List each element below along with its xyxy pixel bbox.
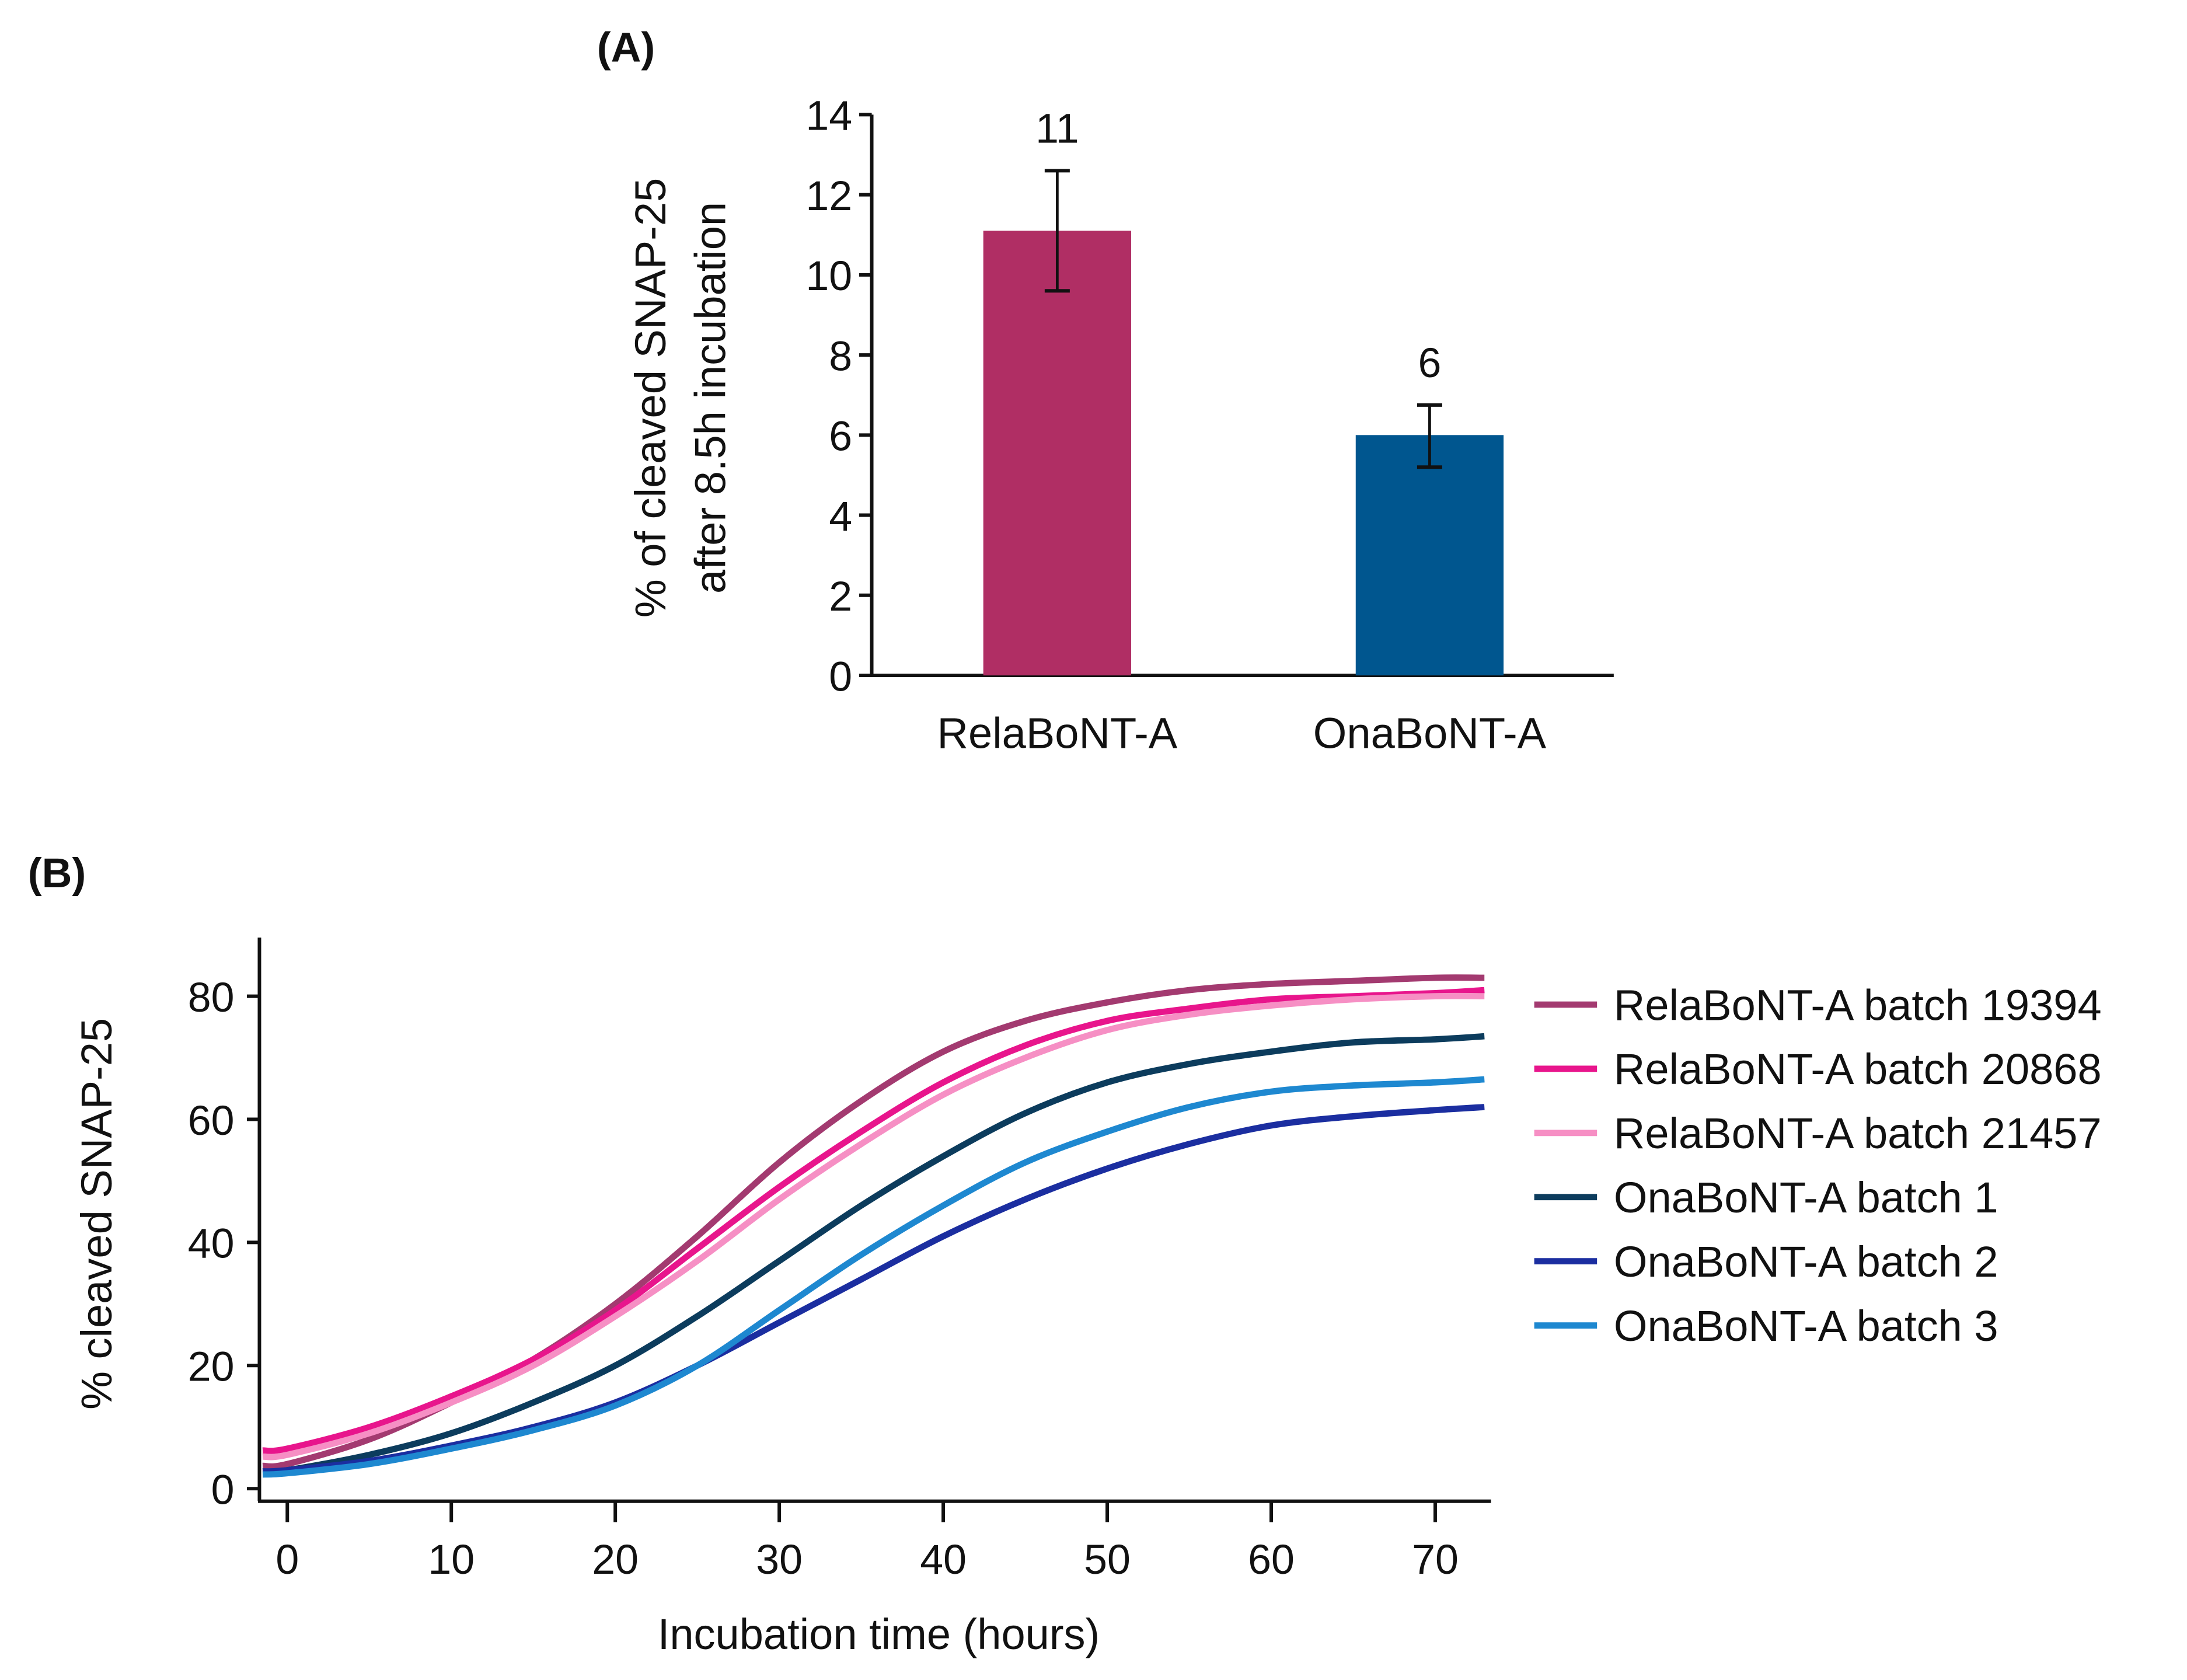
legend-label: RelaBoNT-A batch 19394: [1614, 981, 2102, 1029]
y-tick-label: 2: [829, 573, 852, 620]
x-tick-label: 60: [1248, 1536, 1295, 1583]
y-axis-label-line-2: after 8.5h incubation: [686, 202, 735, 594]
y-axis-label: % cleaved SNAP-25: [72, 1018, 121, 1410]
x-tick-label: 30: [756, 1536, 803, 1583]
x-tick-label: OnaBoNT-A: [1313, 709, 1547, 757]
y-tick-label: 8: [829, 333, 852, 379]
x-tick-label: RelaBoNT-A: [937, 709, 1178, 757]
y-tick-label: 20: [188, 1344, 235, 1390]
y-tick-label: 80: [188, 974, 235, 1021]
y-tick-label: 0: [211, 1466, 235, 1513]
y-tick-label: 0: [829, 653, 852, 700]
line-chart-b: (B) % cleaved SNAP-25 Incubation time (h…: [28, 850, 2102, 1658]
bar-relabont-a: [983, 231, 1132, 676]
data-label: 11: [1035, 106, 1079, 152]
y-tick-label: 40: [188, 1221, 235, 1267]
y-axis-label-line-1: % of cleaved SNAP-25: [626, 178, 675, 618]
x-tick-label: 50: [1084, 1536, 1131, 1583]
x-tick-label: 10: [428, 1536, 475, 1583]
y-tick-label: 4: [829, 493, 852, 540]
legend-label: OnaBoNT-A batch 3: [1614, 1302, 1998, 1350]
y-tick-label: 12: [805, 173, 852, 219]
x-axis-label: Incubation time (hours): [658, 1610, 1100, 1658]
y-tick-label: 6: [829, 413, 852, 460]
y-tick-label: 14: [805, 93, 852, 140]
legend-label: OnaBoNT-A batch 2: [1614, 1238, 1998, 1286]
x-tick-label: 40: [920, 1536, 967, 1583]
series-line: [262, 1033, 1485, 1475]
y-tick-label: 60: [188, 1097, 235, 1144]
y-tick-label: 10: [805, 253, 852, 299]
x-tick-label: 70: [1412, 1536, 1459, 1583]
bar-onabont-a: [1355, 435, 1504, 676]
series-line: [262, 992, 1485, 1461]
series-line: [262, 1104, 1485, 1475]
panel-label-b: (B): [28, 850, 86, 897]
x-tick-label: 0: [275, 1536, 299, 1583]
legend-label: RelaBoNT-A batch 21457: [1614, 1109, 2102, 1158]
series-line: [262, 1076, 1485, 1478]
bar-chart-a: (A) % of cleaved SNAP-25 after 8.5h incu…: [597, 25, 1614, 757]
x-tick-label: 20: [592, 1536, 639, 1583]
legend: RelaBoNT-A batch 19394 RelaBoNT-A batch 2…: [1534, 981, 2102, 1350]
legend-label: RelaBoNT-A batch 20868: [1614, 1045, 2102, 1093]
legend-label: OnaBoNT-A batch 1: [1614, 1173, 1998, 1222]
panel-label-a: (A): [597, 25, 655, 71]
data-label: 6: [1418, 340, 1441, 386]
series-line: [262, 987, 1485, 1454]
